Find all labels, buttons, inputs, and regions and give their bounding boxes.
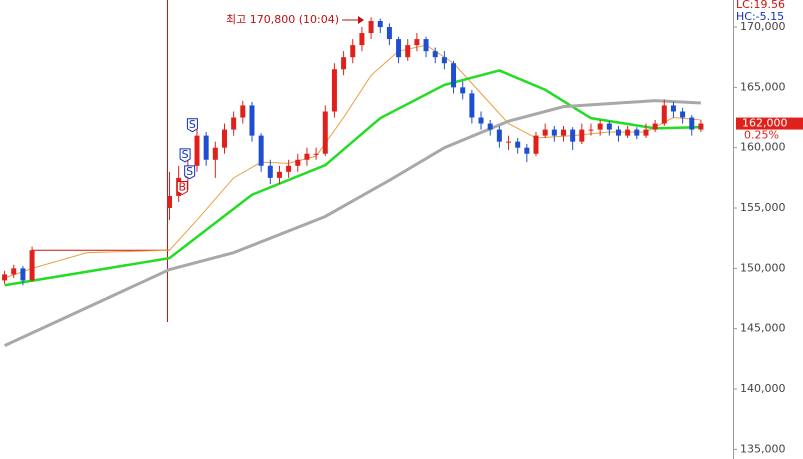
- candle-body: [331, 69, 337, 112]
- candle-body: [487, 123, 493, 130]
- candle-body: [689, 117, 695, 130]
- y-tick-label: 150,000: [740, 261, 786, 274]
- candle-body: [194, 135, 200, 166]
- candle-body: [203, 135, 209, 160]
- candle-body: [240, 105, 246, 118]
- candle-body: [11, 268, 17, 275]
- signal-marker: [176, 181, 188, 196]
- y-tick-label: 160,000: [740, 141, 786, 154]
- candle-body: [570, 129, 576, 142]
- signal-label: S: [189, 118, 196, 131]
- candle-body: [625, 129, 631, 136]
- last-price: 162,000: [742, 117, 788, 130]
- candle-body: [20, 268, 26, 281]
- candle-body: [579, 129, 585, 142]
- candle-body: [606, 123, 612, 130]
- candle-body: [661, 105, 667, 124]
- candle-body: [451, 63, 457, 88]
- candle-body: [267, 165, 273, 178]
- candle-body: [368, 20, 374, 34]
- candle-body: [542, 129, 548, 136]
- candle-body: [533, 135, 539, 154]
- price-change: 0.25%: [744, 129, 779, 142]
- candle-body: [432, 51, 438, 58]
- candle-body: [405, 45, 411, 58]
- candle-body: [478, 117, 484, 124]
- y-tick-label: 155,000: [740, 201, 786, 214]
- candle-body: [588, 129, 594, 131]
- candle-body: [212, 147, 218, 160]
- indicator-hc: HC:-5.15: [736, 10, 784, 23]
- signal-label: S: [182, 148, 189, 161]
- signal-marker: [179, 148, 191, 163]
- candle-body: [322, 111, 328, 154]
- candle-body: [249, 105, 255, 136]
- annotation-arrowhead: [358, 16, 364, 24]
- candle-body: [551, 129, 557, 136]
- y-tick-label: 170,000: [740, 20, 786, 33]
- signal-label: B: [179, 181, 187, 194]
- high-annotation: 최고 170,800 (10:04): [226, 13, 339, 26]
- price-box: [736, 117, 803, 130]
- moving-average: [4, 69, 701, 287]
- candle-body: [295, 159, 301, 166]
- y-tick-label: 135,000: [740, 442, 786, 455]
- moving-average: [3, 99, 702, 347]
- y-tick-label: 145,000: [740, 322, 786, 335]
- candle-body: [386, 27, 392, 40]
- y-tick-label: 140,000: [740, 382, 786, 395]
- candle-body: [167, 195, 173, 209]
- candle-body: [377, 20, 383, 28]
- candle-body: [350, 45, 356, 58]
- indicator-lc: LC:19.56: [736, 0, 785, 11]
- candle-body: [231, 117, 237, 130]
- candle-body: [423, 39, 429, 52]
- candle-body: [221, 129, 227, 148]
- candle-body: [469, 93, 475, 118]
- candle-body: [515, 141, 521, 148]
- candle-body: [652, 123, 658, 130]
- signal-marker: [186, 118, 198, 133]
- candle-body: [396, 39, 402, 58]
- candle-body: [304, 153, 310, 160]
- candle-body: [680, 111, 686, 118]
- candle-body: [615, 129, 621, 136]
- candle-body: [341, 57, 347, 70]
- candle-body: [313, 153, 319, 155]
- candle-body: [597, 123, 603, 130]
- candle-body: [258, 135, 264, 166]
- candle-body: [359, 33, 365, 46]
- candle-body: [506, 141, 512, 143]
- candle-body: [441, 57, 447, 64]
- signal-label: S: [186, 165, 193, 178]
- candle-body: [524, 147, 530, 154]
- candle-body: [276, 171, 282, 178]
- candle-body: [698, 123, 704, 130]
- candle-body: [29, 250, 35, 281]
- candle-body: [670, 105, 676, 112]
- candle-body: [560, 129, 566, 136]
- candle-body: [460, 87, 466, 94]
- candle-body: [414, 39, 420, 46]
- y-tick-label: 165,000: [740, 80, 786, 93]
- candle-body: [286, 165, 292, 172]
- candle-body: [643, 129, 649, 136]
- candle-body: [2, 274, 8, 281]
- candle-body: [634, 129, 640, 136]
- candle-body: [496, 129, 502, 142]
- signal-marker: [184, 165, 196, 180]
